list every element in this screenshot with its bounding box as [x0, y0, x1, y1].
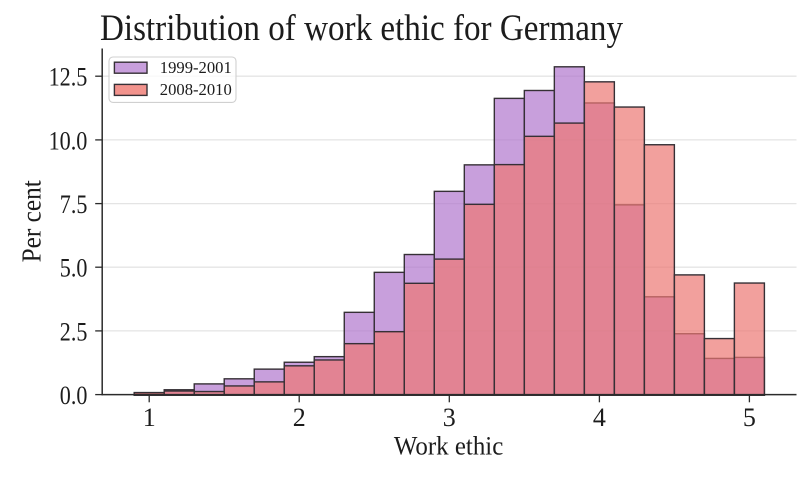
svg-text:5: 5	[743, 403, 756, 432]
svg-text:2.5: 2.5	[60, 317, 88, 346]
svg-text:3: 3	[443, 403, 456, 432]
svg-text:1999-2001: 1999-2001	[160, 58, 232, 77]
svg-text:4: 4	[593, 403, 606, 432]
svg-text:Distribution of work ethic for: Distribution of work ethic for Germany	[100, 8, 623, 49]
svg-text:2008-2010: 2008-2010	[160, 80, 232, 99]
svg-text:0.0: 0.0	[60, 381, 88, 410]
svg-text:5.0: 5.0	[60, 254, 88, 283]
svg-text:12.5: 12.5	[49, 63, 88, 92]
svg-text:2: 2	[293, 403, 306, 432]
svg-text:1: 1	[143, 403, 156, 432]
svg-text:Work ethic: Work ethic	[394, 431, 503, 461]
svg-text:10.0: 10.0	[49, 126, 88, 155]
svg-text:Per cent: Per cent	[16, 180, 47, 263]
svg-text:7.5: 7.5	[60, 190, 88, 219]
